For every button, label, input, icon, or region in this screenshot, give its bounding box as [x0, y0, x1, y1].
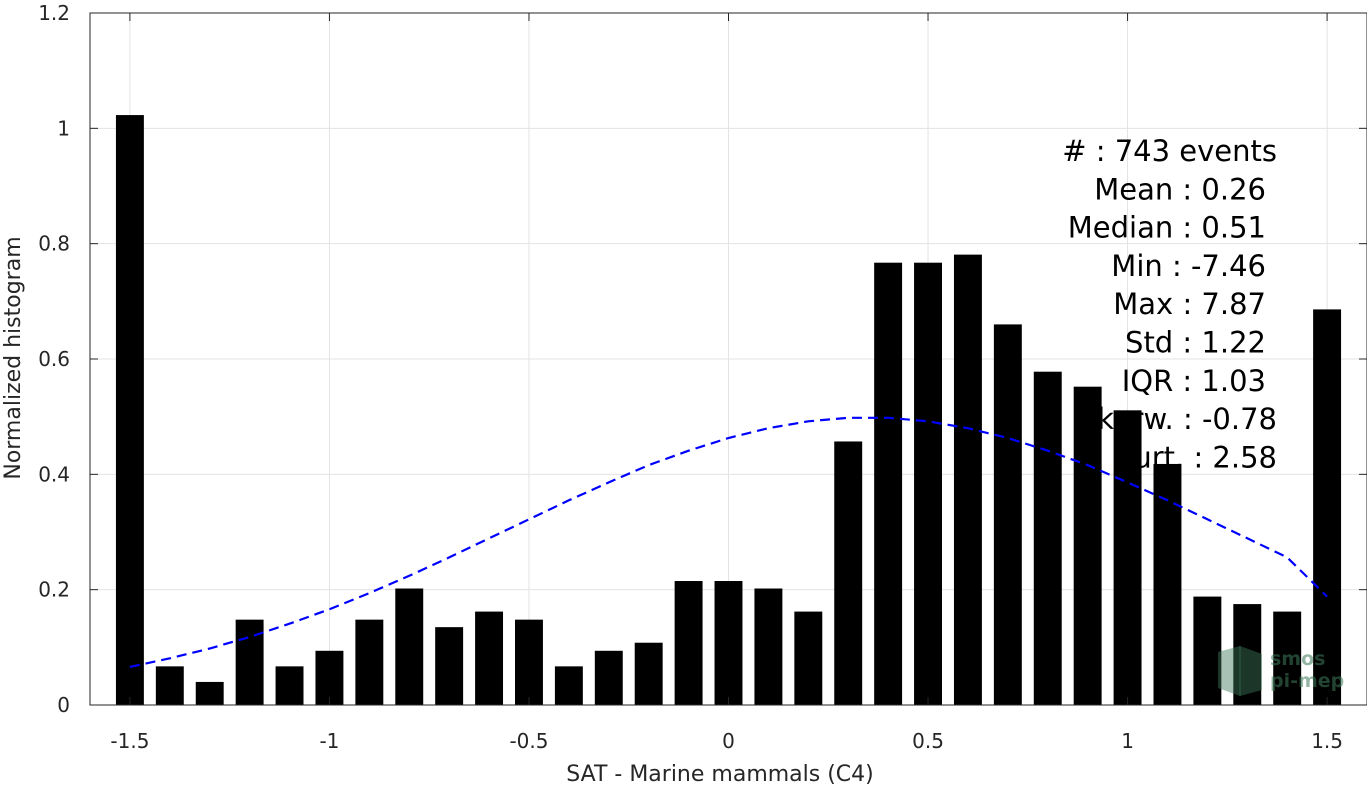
histogram-bar — [714, 581, 743, 705]
histogram-bar — [395, 588, 424, 705]
y-tick-label: 0.4 — [38, 462, 70, 486]
y-tick-label: 0.2 — [38, 578, 70, 602]
x-tick-label: -1.5 — [110, 729, 149, 753]
tick-marks — [90, 12, 1367, 706]
stats-line: Min : -7.46 — [1111, 249, 1266, 283]
y-tick-label: 1 — [57, 116, 70, 140]
histogram-bar — [115, 115, 144, 705]
logo-text-pimep: pi-mep — [1270, 670, 1344, 692]
histogram-bar — [794, 611, 823, 705]
histogram-bar — [155, 666, 184, 705]
stats-line: Std : 1.22 — [1125, 326, 1266, 360]
x-tick-label: -1 — [319, 729, 339, 753]
histogram-bar — [914, 262, 942, 705]
histogram-bar — [355, 619, 384, 705]
histogram-bar — [993, 324, 1022, 705]
histogram-bar — [315, 650, 344, 705]
histogram-bar — [953, 254, 982, 705]
x-tick-label: 0 — [722, 729, 735, 753]
histogram-bar — [594, 650, 623, 705]
stats-line: IQR : 1.03 — [1122, 364, 1266, 398]
stats-line: Mean : 0.26 — [1094, 172, 1266, 206]
stats-line: Median : 0.51 — [1068, 211, 1266, 245]
histogram-bar — [1193, 596, 1222, 705]
histogram-bar — [1033, 371, 1062, 705]
x-tick-label: 1 — [1121, 729, 1134, 753]
histogram-bar — [1233, 604, 1262, 705]
histogram-bar — [554, 666, 583, 705]
stats-line: Max : 7.87 — [1113, 287, 1266, 321]
histogram-bar — [515, 619, 543, 705]
x-tick-label: 0.5 — [912, 729, 944, 753]
logo-text-smos: smos — [1270, 648, 1325, 670]
histogram-bar — [834, 441, 863, 705]
y-tick-label: 0.6 — [38, 347, 70, 371]
histogram-bar — [754, 588, 783, 705]
y-tick-label: 0.8 — [38, 232, 70, 256]
x-tick-label: 1.5 — [1311, 729, 1343, 753]
y-tick-label: 0 — [57, 693, 70, 717]
y-tick-label: 1.2 — [38, 1, 70, 25]
histogram-bar — [674, 581, 703, 705]
stats-annotation: # : 743 events Mean : 0.26 Median : 0.51 Mi… — [1062, 134, 1277, 474]
histogram-bar — [475, 611, 504, 705]
stats-line: urt. : 2.58 — [1133, 440, 1277, 474]
histogram-bar — [235, 619, 264, 705]
histogram-bars — [115, 115, 1342, 705]
smos-pimep-logo: smos pi-mep — [1218, 646, 1344, 696]
stats-line: kurw. : -0.78 — [1097, 402, 1277, 436]
normal-fit-curve — [129, 416, 1328, 668]
histogram-bar — [1073, 386, 1102, 705]
y-tick-labels: 0 0.2 0.4 0.6 0.8 1 1.2 — [38, 1, 70, 717]
histogram-bar — [1273, 611, 1302, 705]
histogram-bar — [1313, 309, 1342, 705]
x-tick-labels: -1.5 -1 -0.5 0 0.5 1 1.5 — [110, 729, 1343, 753]
histogram-bar — [634, 642, 663, 705]
stats-line: # : 743 events — [1062, 134, 1277, 168]
histogram-bar — [195, 681, 224, 705]
histogram-bar — [874, 262, 903, 705]
histogram-bar — [435, 627, 464, 705]
histogram-bar — [275, 666, 304, 705]
y-axis-label: Normalized histogram — [1, 236, 26, 479]
x-axis-label: SAT - Marine mammals (C4) — [566, 762, 874, 785]
x-tick-label: -0.5 — [509, 729, 548, 753]
histogram-bar — [1113, 410, 1142, 705]
